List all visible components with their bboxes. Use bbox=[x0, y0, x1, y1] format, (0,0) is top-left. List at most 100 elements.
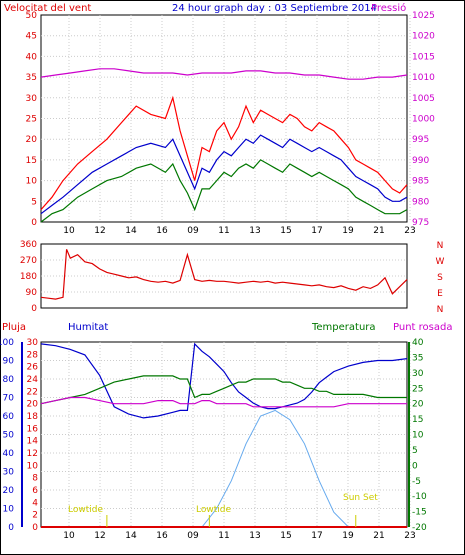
rain-tick-label: 12 bbox=[27, 449, 38, 459]
x-tick-label: 14 bbox=[125, 531, 137, 541]
x-tick-label: 13 bbox=[249, 226, 260, 236]
temp-tick-label: 25 bbox=[412, 384, 423, 394]
x-tick-label: 10 bbox=[63, 226, 75, 236]
rain-tick-label: 26 bbox=[27, 363, 39, 373]
humidity-tick-label: 70 bbox=[3, 394, 15, 404]
x-tick-label: 16 bbox=[156, 226, 168, 236]
y-right-tick-label: 1015 bbox=[412, 52, 435, 62]
direction-line bbox=[40, 249, 408, 300]
direction-label: W bbox=[436, 257, 445, 267]
x-tick-label: 16 bbox=[156, 531, 168, 541]
humidity-tick-label: 80 bbox=[3, 375, 15, 385]
rain-tick-label: 18 bbox=[27, 412, 39, 422]
annotations: Lowtide Lowtide Sun Set bbox=[68, 493, 378, 515]
x-tick-label: 19 bbox=[342, 531, 354, 541]
rain-tick-label: 8 bbox=[32, 474, 38, 484]
y-left-tick-label: 25 bbox=[26, 115, 37, 125]
wind-panel: 10 12 14 16 09 11 13 15 17 19 21 230510152025303540… bbox=[26, 11, 436, 236]
lowtide-label-2: Lowtide bbox=[196, 505, 231, 515]
temp-tick-label: 0 bbox=[412, 461, 418, 471]
rain-tick-label: 0 bbox=[32, 523, 38, 533]
x-tick-label: 10 bbox=[63, 531, 75, 541]
y-right-tick-label: 985 bbox=[412, 177, 429, 187]
rain-tick-label: 14 bbox=[27, 437, 39, 447]
temperature-label: Temperatura bbox=[311, 322, 376, 333]
dewpoint-label: Punt rosada bbox=[393, 322, 452, 333]
humidity-label: Humitat bbox=[68, 322, 108, 333]
x-tick-label: 09 bbox=[187, 226, 199, 236]
x-tick-label: 11 bbox=[218, 531, 229, 541]
temp-tick-label: -20 bbox=[412, 523, 427, 533]
x-tick-label: 17 bbox=[311, 226, 322, 236]
y-tick-label: 360 bbox=[20, 240, 37, 250]
humidity-panel: 10 12 14 16 09 11 13 15 17 19 21 230102030405060708… bbox=[0, 338, 427, 541]
humidity-tick-label: 50 bbox=[3, 431, 15, 441]
sunset-label: Sun Set bbox=[343, 493, 378, 503]
temp-tick-label: -15 bbox=[412, 508, 427, 518]
rain-tick-label: 28 bbox=[27, 350, 39, 360]
rain-tick-label: 20 bbox=[27, 400, 39, 410]
rain-tick-label: 10 bbox=[27, 461, 39, 471]
y-right-tick-label: 1020 bbox=[412, 32, 435, 42]
lowtide-label-1: Lowtide bbox=[68, 505, 103, 515]
pressure-line bbox=[40, 68, 408, 80]
x-tick-label: 21 bbox=[373, 531, 384, 541]
humidity-line bbox=[40, 342, 408, 419]
rain-tick-label: 6 bbox=[32, 486, 38, 496]
x-tick-label: 15 bbox=[280, 531, 291, 541]
temp-tick-label: -10 bbox=[412, 492, 427, 502]
humidity-tick-label: 10 bbox=[3, 505, 15, 515]
x-tick-label: 13 bbox=[249, 531, 260, 541]
rain-tick-label: 2 bbox=[32, 511, 38, 521]
humidity-tick-label: 90 bbox=[3, 357, 15, 367]
y-right-tick-label: 980 bbox=[412, 197, 429, 207]
temp-tick-label: 15 bbox=[412, 415, 423, 425]
x-tick-label: 12 bbox=[94, 226, 105, 236]
y-right-tick-label: 995 bbox=[412, 135, 429, 145]
wind-avg-line bbox=[40, 134, 408, 215]
y-left-tick-label: 50 bbox=[26, 11, 38, 21]
temperature-line bbox=[40, 375, 407, 405]
humidity-tick-label: 40 bbox=[3, 449, 15, 459]
humidity-tick-label: 0 bbox=[8, 523, 14, 533]
x-tick-label: 11 bbox=[218, 226, 229, 236]
rain-label: Pluja bbox=[2, 322, 26, 333]
x-tick-label: 23 bbox=[404, 226, 415, 236]
y-left-tick-label: 15 bbox=[26, 156, 37, 166]
pressure-label: Pressió bbox=[371, 2, 406, 14]
y-left-tick-label: 0 bbox=[31, 218, 37, 228]
dewpoint-line bbox=[40, 396, 407, 408]
y-left-tick-label: 10 bbox=[26, 177, 38, 187]
rain-tick-label: 16 bbox=[27, 424, 39, 434]
x-tick-label: 21 bbox=[373, 226, 384, 236]
humidity-tick-label: 20 bbox=[3, 486, 15, 496]
temp-tick-label: 40 bbox=[412, 338, 424, 348]
rain-tick-label: 30 bbox=[27, 338, 39, 348]
y-right-tick-label: 990 bbox=[412, 156, 429, 166]
temp-tick-label: 10 bbox=[412, 431, 424, 441]
rain-tick-label: 22 bbox=[27, 387, 38, 397]
temp-tick-label: -5 bbox=[412, 477, 421, 487]
direction-label: N bbox=[437, 241, 444, 251]
humidity-tick-label: 30 bbox=[3, 468, 15, 478]
x-tick-label: 14 bbox=[125, 226, 137, 236]
y-left-tick-label: 20 bbox=[26, 135, 38, 145]
direction-label: S bbox=[437, 273, 443, 283]
y-tick-label: 270 bbox=[20, 256, 37, 266]
y-right-tick-label: 975 bbox=[412, 218, 429, 228]
x-tick-label: 23 bbox=[404, 531, 415, 541]
humidity-tick-label: 100 bbox=[0, 338, 14, 348]
y-right-tick-label: 1005 bbox=[412, 94, 435, 104]
chart-title: 24 hour graph day : 03 Septiembre 2014 bbox=[172, 3, 377, 14]
y-left-tick-label: 35 bbox=[26, 73, 37, 83]
y-left-tick-label: 5 bbox=[31, 197, 37, 207]
y-left-tick-label: 40 bbox=[26, 52, 38, 62]
y-tick-label: 90 bbox=[26, 288, 38, 298]
y-tick-label: 0 bbox=[31, 304, 37, 314]
x-tick-label: 17 bbox=[311, 531, 322, 541]
wind-gust-line bbox=[40, 95, 408, 210]
x-tick-label: 09 bbox=[187, 531, 199, 541]
y-right-tick-label: 1000 bbox=[412, 115, 435, 125]
temp-tick-label: 20 bbox=[412, 400, 424, 410]
